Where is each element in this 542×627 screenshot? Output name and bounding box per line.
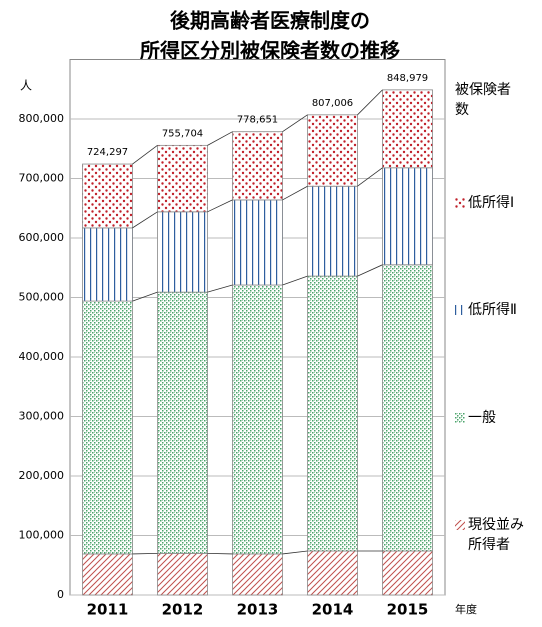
- y-tick-label: 200,000: [19, 469, 65, 482]
- legend-swatch: [455, 413, 465, 423]
- total-label: 848,979: [387, 73, 428, 84]
- connector-line: [282, 550, 308, 555]
- connector-line: [207, 552, 233, 555]
- legend-swatch-fill: [455, 198, 465, 208]
- connector-line: [282, 114, 308, 133]
- total-label: 755,704: [162, 128, 203, 139]
- bar-segment: [307, 185, 358, 277]
- connector-line: [357, 167, 383, 187]
- connector-line: [132, 211, 158, 229]
- bar-segment: [232, 131, 283, 201]
- x-tick-label: 2011: [87, 601, 129, 619]
- bar-segment: [232, 553, 283, 596]
- y-tick-label: 300,000: [19, 410, 65, 423]
- legend-swatch-fill: [455, 413, 465, 423]
- legend-swatch: [455, 520, 465, 530]
- bar-segment: [157, 144, 208, 213]
- bar-segment: [382, 89, 433, 169]
- legend-swatch: [455, 305, 465, 315]
- chart-title: 所得区分別被保険者数の推移: [140, 39, 400, 63]
- bar-segment: [232, 284, 283, 555]
- connector-line: [132, 552, 158, 555]
- y-unit-label: 人: [20, 79, 32, 93]
- y-tick-label: 700,000: [19, 172, 65, 185]
- bar-segment: [232, 199, 283, 286]
- bar-segment: [307, 114, 358, 187]
- legend-swatch: [455, 198, 465, 208]
- connector-line: [132, 145, 158, 165]
- bar-segment: [382, 264, 433, 552]
- total-label: 807,006: [312, 98, 353, 109]
- connector-line: [357, 264, 383, 277]
- legend-item: 低所得Ⅰ: [455, 193, 528, 213]
- y-tick-label: 0: [57, 588, 64, 601]
- bar-segment: [157, 552, 208, 596]
- bar-segment: [307, 275, 358, 552]
- chart-title: 後期高齢者医療制度の: [170, 9, 370, 33]
- total-label: 778,651: [237, 115, 278, 126]
- connector-line: [207, 131, 233, 146]
- connector-line: [132, 291, 158, 302]
- legend-title: 被保険者数: [455, 80, 515, 120]
- connector-line: [357, 89, 383, 116]
- legend-label: 一般: [468, 410, 496, 426]
- legend-item: 一般: [455, 408, 528, 428]
- legend-title-text: 被保険者数: [455, 82, 511, 118]
- connector-line: [282, 185, 308, 201]
- x-tick-label: 2013: [237, 601, 279, 619]
- bar-segment: [82, 163, 133, 229]
- legend-item: 低所得Ⅱ: [455, 300, 528, 320]
- bar-segment: [307, 550, 358, 596]
- bar-segment: [157, 291, 208, 554]
- x-tick-label: 2012: [162, 601, 204, 619]
- y-tick-label: 500,000: [19, 291, 65, 304]
- legend-label: 低所得Ⅱ: [468, 302, 517, 318]
- x-tick-label: 2014: [312, 601, 354, 619]
- legend-swatch-fill: [455, 305, 465, 315]
- legend-label: 低所得Ⅰ: [468, 195, 515, 211]
- y-tick-label: 800,000: [19, 112, 65, 125]
- legend-swatch-fill: [455, 520, 465, 530]
- x-tick-label: 2015: [387, 601, 429, 619]
- bar-segment: [382, 167, 433, 266]
- bar-segment: [82, 300, 133, 555]
- legend-label: 現役並み所得者: [468, 517, 524, 553]
- legend-item: 現役並み所得者: [455, 515, 528, 555]
- y-tick-label: 600,000: [19, 231, 65, 244]
- total-label: 724,297: [87, 147, 128, 158]
- bar-segment: [82, 553, 133, 596]
- x-unit-label: 年度: [455, 602, 477, 616]
- bar-segment: [157, 211, 208, 293]
- bar-segment: [82, 227, 133, 302]
- y-tick-label: 100,000: [19, 529, 65, 542]
- y-tick-label: 400,000: [19, 350, 65, 363]
- connector-line: [282, 275, 308, 286]
- connector-line: [207, 284, 233, 293]
- connector-line: [207, 199, 233, 213]
- bar-segment: [382, 550, 433, 596]
